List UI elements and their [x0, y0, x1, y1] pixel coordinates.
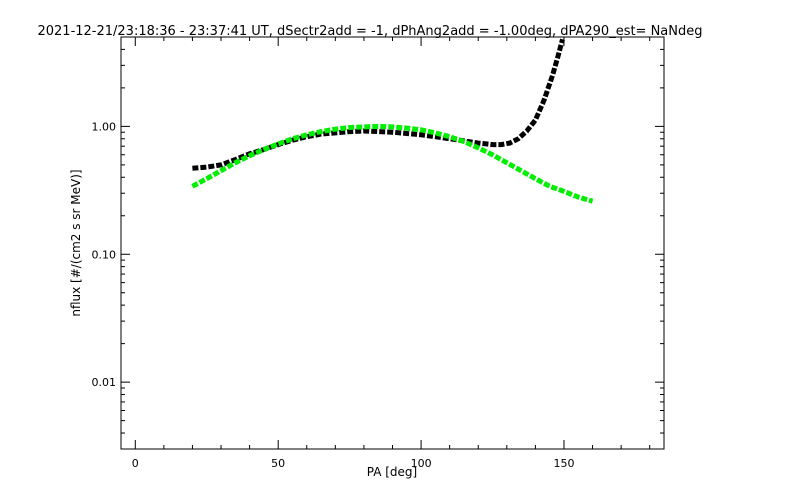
x-tick-label: 50 [271, 457, 285, 470]
y-tick-label: 0.01 [92, 376, 117, 389]
x-tick-label: 150 [553, 457, 574, 470]
x-axis-label: PA [deg] [367, 465, 417, 479]
chart-title: 2021-12-21/23:18:36 - 23:37:41 UT, dSect… [37, 24, 702, 39]
tick-marks [121, 36, 664, 450]
series-line-2 [191, 123, 594, 204]
tick-labels: 0 50 100 150 0.01 0.10 1.00 [92, 120, 575, 470]
y-tick-label: 1.00 [92, 120, 117, 133]
plot-frame [120, 36, 665, 450]
series-line-1 [192, 38, 565, 171]
x-tick-label: 100 [411, 457, 432, 470]
series-layer [191, 38, 594, 204]
x-tick-label: 0 [132, 457, 139, 470]
y-axis-label: nflux [#/(cm2 s sr MeV)] [69, 169, 83, 316]
y-tick-label: 0.10 [92, 248, 117, 261]
